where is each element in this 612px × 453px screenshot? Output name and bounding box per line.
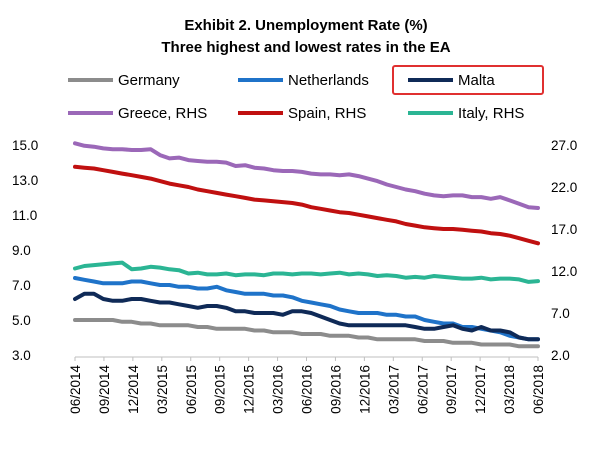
left-y-tick-label: 3.0 [12, 348, 31, 363]
chart-title: Exhibit 2. Unemployment Rate (%) [184, 17, 427, 34]
series-line-spain-rhs [73, 164, 540, 246]
x-tick-label: 12/2016 [357, 365, 372, 414]
x-tick-label: 06/2016 [300, 365, 315, 414]
right-y-tick-label: 17.0 [551, 222, 577, 237]
chart-axes: 15.0 13.0 11.0 9.0 7.0 5.0 3.0 27.0 22.0 17.0 12.0… [12, 138, 577, 414]
x-tick-label: 06/2014 [68, 365, 83, 414]
plot-area [73, 141, 540, 349]
left-y-tick-label: 5.0 [12, 313, 31, 328]
left-y-tick-label: 15.0 [12, 138, 38, 153]
right-y-tick-label: 12.0 [551, 264, 577, 279]
legend-label: Malta [458, 72, 495, 89]
x-tick-label: 03/2018 [502, 365, 517, 414]
right-y-tick-label: 22.0 [551, 180, 577, 195]
legend-label: Spain, RHS [288, 105, 366, 122]
x-tick-label: 03/2017 [386, 365, 401, 414]
x-tick-label: 06/2018 [531, 365, 546, 414]
series-line-italy-rhs [73, 260, 540, 284]
left-y-tick-label: 13.0 [12, 173, 38, 188]
right-y-tick-label: 2.0 [551, 348, 570, 363]
series-line-germany [73, 318, 540, 349]
x-tick-label: 12/2017 [473, 365, 488, 414]
legend-highlight-box [392, 65, 544, 95]
left-y-tick-label: 9.0 [12, 243, 31, 258]
right-y-tick-label: 7.0 [551, 306, 570, 321]
legend-label: Netherlands [288, 72, 369, 89]
x-tick-label: 12/2014 [126, 365, 141, 414]
x-tick-label: 09/2016 [328, 365, 343, 414]
x-tick-label: 09/2017 [444, 365, 459, 414]
x-tick-label: 06/2017 [415, 365, 430, 414]
x-tick-label: 03/2016 [271, 365, 286, 414]
right-y-tick-label: 27.0 [551, 138, 577, 153]
series-line-greece-rhs [73, 141, 540, 210]
x-tick-label: 09/2015 [213, 365, 228, 414]
legend-label: Italy, RHS [458, 105, 524, 122]
x-tick-label: 03/2015 [155, 365, 170, 414]
x-tick-label: 06/2015 [184, 365, 199, 414]
x-tick-label: 09/2014 [97, 365, 112, 414]
legend-label: Germany [118, 72, 180, 89]
chart-legend: Germany Netherlands Malta Greece, RHS Spain,… [68, 65, 544, 122]
legend-label: Greece, RHS [118, 105, 207, 122]
left-y-tick-label: 7.0 [12, 278, 31, 293]
left-y-tick-label: 11.0 [12, 208, 37, 223]
x-tick-label: 12/2015 [242, 365, 257, 414]
series-line-malta [73, 291, 540, 342]
chart-subtitle: Three highest and lowest rates in the EA [161, 39, 450, 56]
